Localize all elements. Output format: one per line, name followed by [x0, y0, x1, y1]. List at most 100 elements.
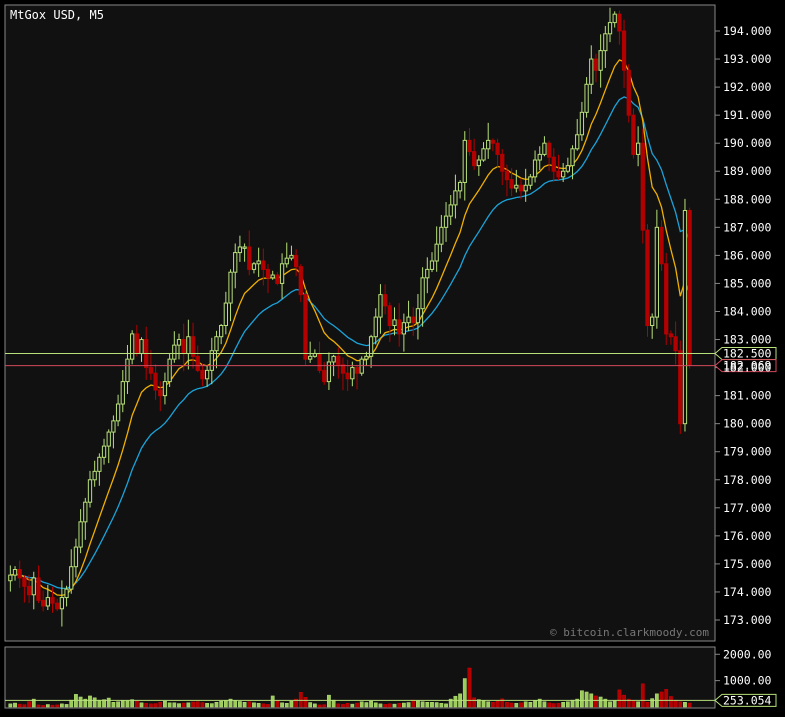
volume-bar: [78, 696, 83, 708]
price-level-label: 182.500: [723, 347, 772, 361]
volume-bar: [144, 703, 149, 708]
price-level-tag: [714, 347, 777, 361]
candle-body: [448, 204, 453, 217]
price-tick-label: 193.000: [723, 52, 772, 66]
candle-body: [682, 210, 688, 425]
volume-bar: [373, 702, 378, 708]
volume-bar: [27, 701, 31, 708]
price-level-tag: [714, 359, 777, 373]
volume-bar: [430, 702, 434, 708]
volume-bar: [617, 689, 622, 708]
chart-title: MtGox USD, M5: [10, 8, 104, 22]
volume-bar: [416, 700, 420, 708]
candle-body: [401, 322, 407, 335]
volume-bar: [523, 701, 528, 708]
candles: [8, 7, 692, 627]
volume-bar: [580, 690, 584, 708]
candle-body: [59, 597, 65, 610]
candle-body: [434, 243, 439, 262]
volume-bar: [565, 701, 570, 708]
volume-bar: [17, 703, 22, 708]
volume-bar: [130, 699, 135, 708]
volume-bar: [167, 702, 172, 708]
candle-body: [130, 333, 135, 360]
candle-body: [476, 159, 481, 167]
price-panel: [4, 4, 716, 642]
candle-body: [645, 229, 650, 326]
volume-bar: [69, 699, 74, 708]
volume-bar: [266, 704, 270, 708]
candle-body: [528, 176, 533, 186]
volume-bar: [673, 699, 678, 708]
volume-bar: [444, 703, 448, 708]
volume-bar: [406, 702, 411, 708]
volume-bar: [425, 702, 430, 708]
volume-bar: [472, 697, 477, 708]
volume-bar: [491, 702, 495, 708]
volume-bar: [462, 678, 467, 708]
candle-body: [322, 369, 327, 383]
candle-body: [284, 257, 289, 265]
candle-body: [242, 246, 247, 249]
candle-body: [631, 114, 636, 155]
candle-body: [561, 170, 566, 178]
volume-bar: [622, 694, 626, 708]
volume-bar: [275, 700, 280, 708]
candle-body: [411, 316, 416, 324]
volume-bar: [378, 703, 383, 708]
volume-bar: [13, 702, 17, 708]
price-tick-label: 182.000: [723, 361, 772, 375]
price-tick-label: 174.000: [723, 585, 772, 599]
volume-bar: [31, 698, 36, 708]
volume-bar: [683, 702, 687, 708]
volume-bar: [214, 702, 219, 708]
volume-bar: [111, 702, 116, 708]
candle-body: [500, 153, 505, 172]
candle-body: [26, 585, 32, 596]
price-level-label: 182.069: [723, 359, 772, 373]
candle-body: [106, 431, 111, 447]
volume-bar: [481, 700, 486, 708]
volume-bar: [584, 691, 589, 708]
ema-fast-line: [10, 59, 691, 597]
candle-body: [359, 358, 364, 374]
volume-bar: [116, 701, 120, 708]
candle-body: [565, 165, 570, 172]
volume-bar: [298, 691, 303, 708]
candle-body: [598, 50, 603, 71]
volume-bar: [575, 698, 580, 708]
volume-bar: [664, 689, 669, 708]
candle-body: [532, 159, 538, 178]
volume-bar: [106, 697, 111, 708]
volume-bar: [551, 703, 556, 708]
price-tick-label: 184.000: [723, 304, 772, 318]
candle-body: [354, 367, 360, 374]
candle-body: [289, 254, 294, 259]
volume-bar: [570, 699, 575, 708]
candle-body: [31, 577, 36, 596]
volume-bar: [308, 702, 313, 708]
volume-bar: [603, 698, 608, 708]
candle-body: [265, 268, 271, 279]
candle-body: [261, 260, 266, 270]
volume-bar: [350, 703, 355, 708]
candle-body: [467, 139, 472, 153]
volume-bar: [678, 701, 683, 708]
candle-body: [415, 308, 421, 324]
candle-body: [392, 319, 397, 326]
volume-bar: [392, 703, 397, 708]
volume-bar: [495, 700, 500, 708]
volume-tick-label: 2000.00: [723, 647, 772, 661]
volume-bar: [364, 702, 369, 708]
candle-body: [575, 134, 580, 150]
candle-body: [153, 372, 158, 391]
candle-body: [331, 355, 336, 363]
volume-bar: [223, 700, 228, 708]
volume-bar: [242, 702, 247, 708]
candle-body: [556, 170, 561, 178]
candle-body: [584, 83, 589, 113]
volume-bar: [149, 703, 153, 708]
volume-bar: [238, 701, 242, 708]
